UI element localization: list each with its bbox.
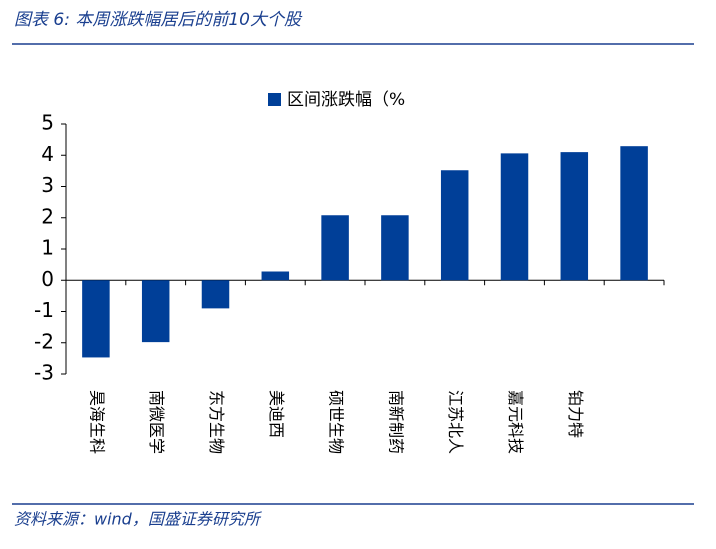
bar bbox=[82, 280, 110, 358]
bar bbox=[201, 280, 230, 309]
bar bbox=[141, 280, 170, 343]
x-tick-label: 铂力特 bbox=[566, 390, 585, 438]
x-tick-label: 嘉元科技 bbox=[506, 390, 525, 454]
bar bbox=[620, 146, 648, 281]
y-tick-label: 2 bbox=[41, 204, 54, 228]
x-tick-label: 美迪西 bbox=[267, 390, 286, 438]
legend-swatch bbox=[268, 93, 281, 106]
bar bbox=[500, 153, 529, 281]
bar bbox=[261, 271, 290, 281]
y-tick-label: 5 bbox=[41, 111, 54, 135]
y-tick-label: 4 bbox=[41, 142, 54, 166]
x-tick-label: 昊海生科 bbox=[87, 390, 106, 454]
x-tick-label: 东方生物 bbox=[207, 390, 226, 454]
y-tick-label: -3 bbox=[34, 361, 54, 385]
y-tick-label: 1 bbox=[41, 236, 54, 260]
bar bbox=[560, 152, 589, 281]
legend-label: 区间涨跌幅（% bbox=[287, 90, 405, 110]
x-tick-label: 硕世生物 bbox=[327, 390, 346, 454]
bar bbox=[321, 215, 349, 281]
source-note: 资料来源：wind，国盛证券研究所 bbox=[14, 510, 263, 529]
chart-title: 图表 6: 本周涨跌幅居后的前10大个股 bbox=[14, 10, 303, 30]
x-tick-label: 南新制药 bbox=[386, 390, 405, 454]
y-tick-label: -1 bbox=[34, 298, 54, 322]
y-tick-label: -2 bbox=[34, 329, 54, 353]
y-tick-label: 0 bbox=[41, 267, 54, 291]
y-tick-label: 3 bbox=[41, 173, 54, 197]
x-tick-label: 南微医学 bbox=[147, 390, 166, 454]
bar bbox=[440, 170, 469, 281]
bar bbox=[381, 215, 409, 281]
x-tick-label: 江苏北人 bbox=[446, 390, 465, 454]
